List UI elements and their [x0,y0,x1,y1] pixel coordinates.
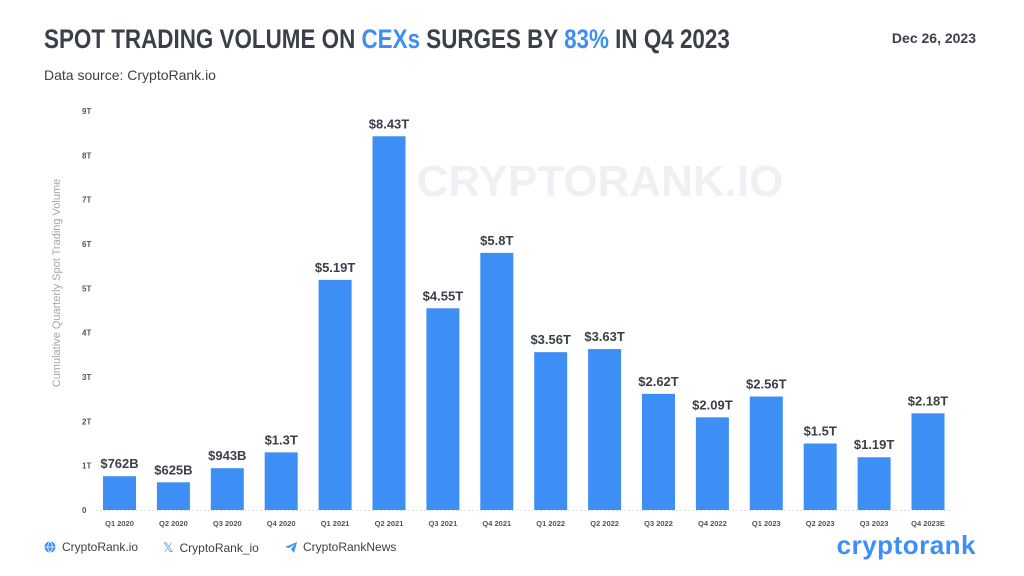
y-tick-label: 5T [82,284,91,293]
data-label: $5.19T [315,260,356,275]
data-label: $3.63T [584,329,625,344]
bar [264,452,298,510]
footer-twitter[interactable]: 𝕏 CryptoRank_io [163,540,259,556]
title-text: SURGES BY [420,24,565,54]
bar [857,457,891,510]
bar [749,396,783,510]
x-tick-label: Q3 2023 [860,519,889,528]
x-tick-label: Q1 2022 [536,519,565,528]
data-label: $4.55T [423,288,464,303]
twitter-link[interactable]: CryptoRank_io [179,541,259,555]
data-label: $2.56T [746,377,787,392]
x-tick-label: Q3 2020 [213,519,242,528]
y-tick-label: 6T [82,240,91,249]
bar [156,482,190,510]
bar [911,413,945,510]
data-label: $1.5T [804,424,837,439]
x-twitter-icon: 𝕏 [163,540,174,555]
y-tick-label: 4T [82,329,91,338]
x-tick-label: Q2 2020 [159,519,188,528]
y-tick-label: 0 [82,506,87,515]
x-tick-label: Q2 2022 [590,519,619,528]
x-tick-label: Q4 2020 [267,519,296,528]
bar [642,393,675,510]
footer-website[interactable]: CryptoRank.io [44,540,138,554]
y-tick-label: 8T [82,151,91,160]
data-label: $5.8T [480,233,513,248]
data-label: $625B [154,462,192,477]
bar [210,468,244,510]
bar [103,476,136,510]
data-label: $762B [100,456,138,471]
website-link[interactable]: CryptoRank.io [62,540,139,554]
title-highlight-percent: 83% [564,24,609,54]
watermark: CRYPTORANK.IO [417,157,784,206]
bar [318,279,352,510]
data-label: $2.09T [692,397,733,412]
x-tick-label: Q3 2022 [644,519,673,528]
y-tick-label: 2T [82,417,91,426]
x-tick-label: Q1 2021 [321,519,350,528]
data-label: $943B [208,448,246,463]
y-axis-label: Cumulative Quarterly Spot Trading Volume [51,179,63,388]
bar [695,417,729,510]
data-label: $2.18T [908,393,949,408]
bar [426,308,460,510]
x-tick-label: Q4 2023E [911,519,945,528]
data-label: $2.62T [638,374,679,389]
bar [480,252,514,510]
telegram-icon [285,541,297,553]
y-tick-label: 3T [82,373,91,382]
x-tick-label: Q1 2020 [105,519,134,528]
y-tick-label: 1T [82,462,91,471]
title-highlight-cexs: CEXs [361,24,421,54]
title-text: IN Q4 2023 [608,24,730,54]
telegram-link[interactable]: CryptoRankNews [303,540,397,554]
bar [588,349,622,510]
page-title: SPOT TRADING VOLUME ON CEXs SURGES BY 83… [44,24,730,55]
x-tick-label: Q2 2023 [806,519,835,528]
x-tick-label: Q3 2021 [429,519,458,528]
x-tick-label: Q1 2023 [752,519,781,528]
date: Dec 26, 2023 [891,30,976,46]
footer-telegram[interactable]: CryptoRankNews [285,540,396,554]
x-tick-label: Q2 2021 [375,519,404,528]
title-text: SPOT TRADING VOLUME ON [44,24,362,54]
data-label: $1.19T [854,437,895,452]
bar [803,443,837,510]
x-tick-label: Q4 2022 [698,519,727,528]
y-tick-label: 7T [82,196,91,205]
data-label: $1.3T [265,432,298,447]
data-source: Data source: CryptoRank.io [44,67,216,83]
data-label: $3.56T [530,332,571,347]
cryptorank-logo: cryptorank [836,530,976,560]
globe-icon [44,541,56,553]
bar [372,136,406,510]
data-label: $8.43T [369,116,410,131]
x-tick-label: Q4 2021 [482,519,511,528]
bar [534,352,568,510]
y-tick-label: 9T [82,107,91,116]
